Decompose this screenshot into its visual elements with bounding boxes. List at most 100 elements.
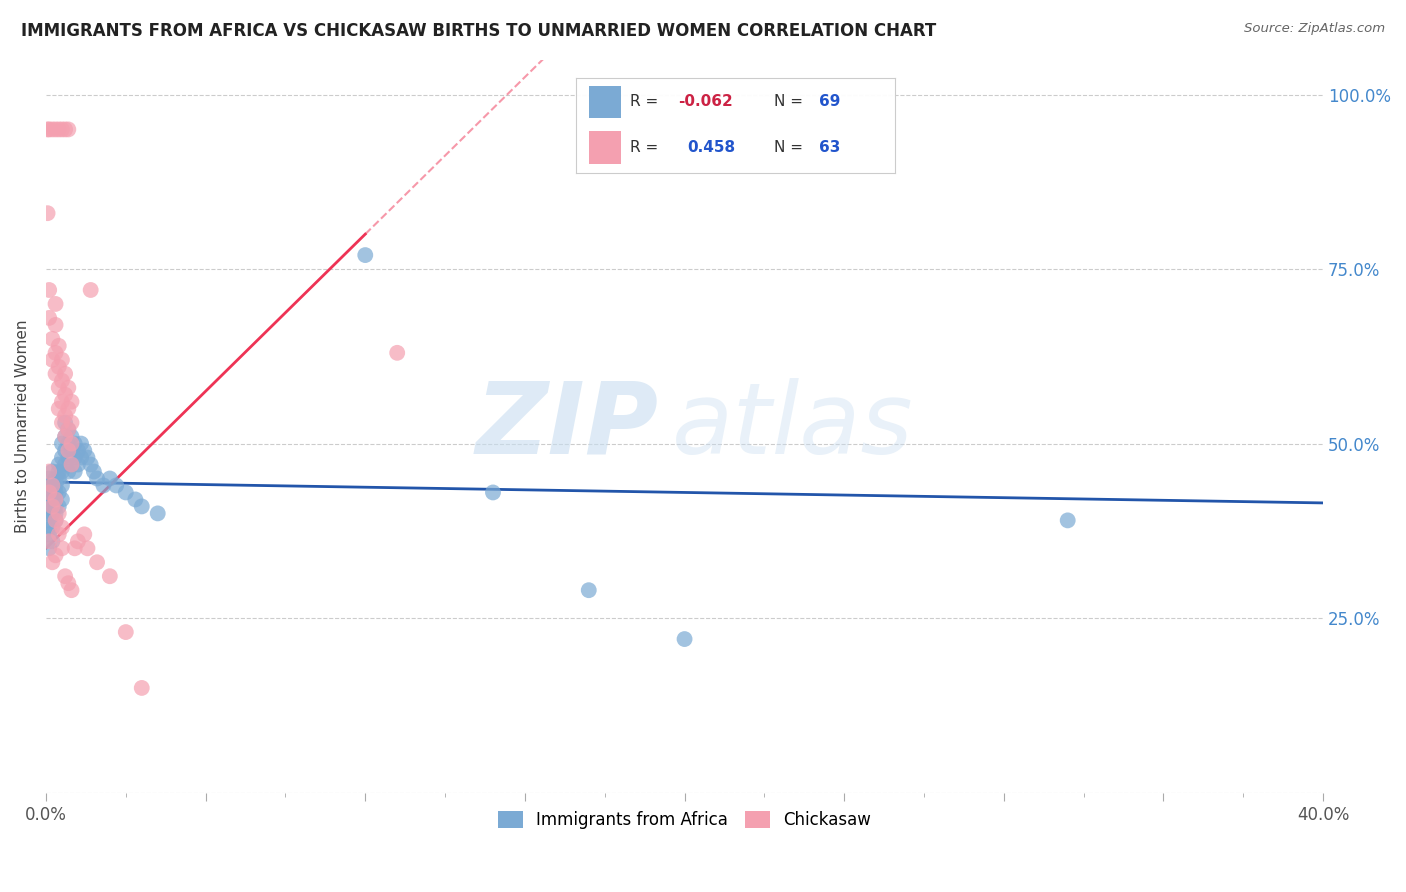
Point xyxy=(73,443,96,458)
Point xyxy=(51,374,73,388)
Point xyxy=(70,450,93,465)
Point xyxy=(41,352,63,367)
Point xyxy=(41,465,63,479)
Point xyxy=(51,492,73,507)
Point xyxy=(98,569,121,583)
Text: atlas: atlas xyxy=(672,377,914,475)
Point xyxy=(76,541,98,556)
Point xyxy=(51,122,73,136)
Point xyxy=(41,332,63,346)
Point xyxy=(58,122,80,136)
Point xyxy=(673,632,696,646)
Point xyxy=(124,492,146,507)
Point xyxy=(38,122,60,136)
Point xyxy=(51,478,73,492)
Point xyxy=(38,541,60,556)
Point xyxy=(45,318,67,332)
Point xyxy=(48,500,70,514)
Point xyxy=(38,471,60,485)
Point xyxy=(38,310,60,325)
Point xyxy=(48,485,70,500)
Point xyxy=(79,283,101,297)
Point xyxy=(73,527,96,541)
Point xyxy=(41,478,63,492)
Point xyxy=(41,485,63,500)
Point xyxy=(146,507,169,521)
Point xyxy=(53,388,76,402)
Point xyxy=(38,485,60,500)
Point xyxy=(70,436,93,450)
Point xyxy=(45,513,67,527)
Point xyxy=(58,450,80,465)
Point xyxy=(45,478,67,492)
Point xyxy=(41,555,63,569)
Point xyxy=(60,394,83,409)
Point xyxy=(53,443,76,458)
Point xyxy=(51,352,73,367)
Point xyxy=(114,485,136,500)
Text: Source: ZipAtlas.com: Source: ZipAtlas.com xyxy=(1244,22,1385,36)
Point xyxy=(51,394,73,409)
Point xyxy=(37,122,59,136)
Point xyxy=(38,283,60,297)
Point xyxy=(53,416,76,430)
Text: IMMIGRANTS FROM AFRICA VS CHICKASAW BIRTHS TO UNMARRIED WOMEN CORRELATION CHART: IMMIGRANTS FROM AFRICA VS CHICKASAW BIRT… xyxy=(21,22,936,40)
Point xyxy=(53,458,76,472)
Point xyxy=(105,478,128,492)
Point xyxy=(45,471,67,485)
Point xyxy=(38,485,60,500)
Point xyxy=(51,520,73,534)
Point xyxy=(86,471,108,485)
Point xyxy=(63,450,86,465)
Point xyxy=(48,401,70,416)
Point xyxy=(60,429,83,443)
Point xyxy=(51,436,73,450)
Point xyxy=(76,450,98,465)
Point xyxy=(45,346,67,360)
Point xyxy=(48,507,70,521)
Point xyxy=(45,513,67,527)
Point xyxy=(37,478,59,492)
Point xyxy=(48,359,70,374)
Y-axis label: Births to Unmarried Women: Births to Unmarried Women xyxy=(15,319,30,533)
Point xyxy=(58,401,80,416)
Point xyxy=(60,458,83,472)
Point xyxy=(93,478,115,492)
Point xyxy=(66,534,89,549)
Point xyxy=(41,122,63,136)
Point xyxy=(53,569,76,583)
Point xyxy=(38,500,60,514)
Point xyxy=(48,465,70,479)
Point xyxy=(63,465,86,479)
Point xyxy=(58,465,80,479)
Point xyxy=(45,500,67,514)
Point xyxy=(58,576,80,591)
Point xyxy=(38,527,60,541)
Point xyxy=(58,423,80,437)
Point xyxy=(45,492,67,507)
Point xyxy=(63,541,86,556)
Point xyxy=(578,583,600,598)
Point xyxy=(38,520,60,534)
Point xyxy=(41,500,63,514)
Point xyxy=(45,297,67,311)
Point xyxy=(60,583,83,598)
Point xyxy=(66,443,89,458)
Point xyxy=(48,471,70,485)
Point xyxy=(45,485,67,500)
Point xyxy=(58,443,80,458)
Point xyxy=(45,549,67,563)
Point xyxy=(60,458,83,472)
Point xyxy=(1056,513,1078,527)
Point xyxy=(66,458,89,472)
Point xyxy=(60,416,83,430)
Point xyxy=(48,339,70,353)
Point xyxy=(38,507,60,521)
Point xyxy=(45,507,67,521)
Point xyxy=(41,520,63,534)
Point xyxy=(131,500,153,514)
Point xyxy=(51,465,73,479)
Text: ZIP: ZIP xyxy=(477,377,659,475)
Point xyxy=(58,423,80,437)
Point xyxy=(58,436,80,450)
